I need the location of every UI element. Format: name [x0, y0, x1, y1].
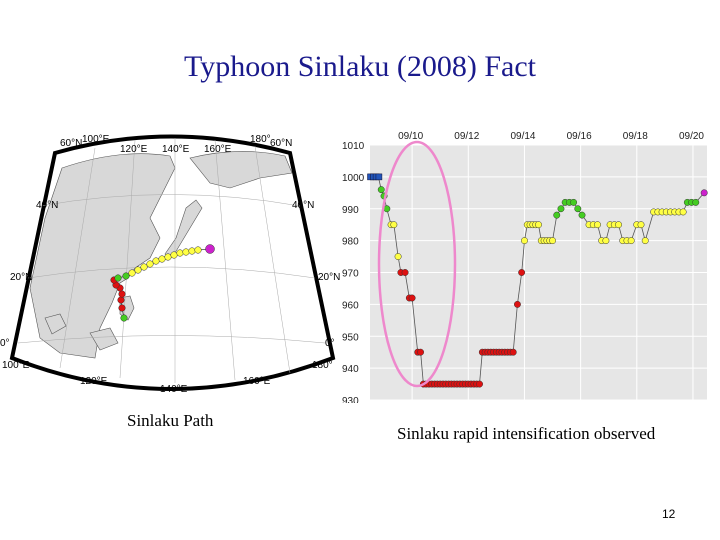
- y-tick-label: 990: [342, 205, 359, 216]
- data-point: [641, 237, 649, 245]
- data-point: [570, 198, 578, 206]
- x-tick-label: 09/18: [623, 131, 648, 142]
- track-point: [140, 263, 148, 271]
- map-label-right-40: 40°N: [292, 200, 314, 211]
- page-number: 12: [662, 507, 676, 521]
- map-label-left-0: 0°: [0, 338, 10, 349]
- map-label-top-4: 160°E: [204, 144, 232, 155]
- track-point: [194, 246, 202, 254]
- x-axis-ticks: 09/10 09/12 09/14 09/16 09/18 09/20: [398, 131, 704, 142]
- data-point: [535, 221, 542, 229]
- data-point: [679, 208, 687, 216]
- chart-caption: Sinlaku rapid intensification observed: [397, 424, 656, 443]
- data-point: [549, 237, 556, 245]
- data-point: [627, 237, 635, 245]
- map-label-top-2: 120°E: [120, 144, 148, 155]
- map-label-left-20: 20°N: [10, 272, 32, 283]
- track-point: [128, 269, 136, 277]
- y-tick-label: 940: [342, 364, 359, 375]
- highlight-ellipse: [377, 140, 457, 388]
- data-point: [602, 237, 610, 245]
- data-point: [401, 269, 409, 276]
- y-tick-label: 930: [342, 396, 359, 403]
- data-point: [594, 221, 601, 229]
- track-point: [170, 251, 178, 259]
- data-point: [476, 380, 483, 388]
- x-tick-label: 09/10: [398, 131, 423, 142]
- track-point: [134, 266, 142, 274]
- map-label-right-60: 60°N: [270, 138, 292, 149]
- y-tick-label: 950: [342, 332, 359, 343]
- storm-track: [110, 244, 215, 322]
- data-point: [408, 294, 416, 302]
- map-label-bottom-1: 100°E: [2, 360, 30, 371]
- data-point: [417, 348, 425, 356]
- data-point: [377, 186, 385, 194]
- land-east: [189, 151, 293, 189]
- track-point: [120, 314, 128, 322]
- y-tick-label: 980: [342, 237, 359, 248]
- track-point: [118, 304, 126, 312]
- data-point: [375, 173, 383, 181]
- track-point: [164, 253, 172, 261]
- track-point: [118, 290, 126, 298]
- track-point: [182, 248, 190, 256]
- y-tick-label: 960: [342, 300, 359, 311]
- land-asia: [29, 153, 176, 359]
- data-point: [553, 211, 561, 219]
- data-point: [521, 237, 528, 245]
- map-label-top-3: 140°E: [162, 144, 190, 155]
- data-point: [692, 198, 700, 206]
- map-label-left-60: 60°N: [60, 138, 82, 149]
- track-point: [146, 260, 154, 268]
- data-point: [509, 348, 517, 356]
- slide-title: Typhoon Sinlaku (2008) Fact: [183, 50, 537, 83]
- data-point: [518, 269, 526, 276]
- y-axis-ticks: 1010 1000 990 980 970 960 950 940 930: [342, 141, 365, 403]
- x-tick-label: 09/20: [679, 131, 704, 142]
- y-tick-label: 1000: [342, 173, 365, 184]
- map-label-bottom-3: 140°E: [160, 384, 188, 395]
- y-tick-label: 970: [342, 269, 359, 280]
- graticule: [17, 138, 326, 383]
- map-caption: Sinlaku Path: [127, 411, 214, 430]
- map-label-bottom-4: 160°E: [243, 376, 271, 387]
- data-point: [700, 189, 708, 197]
- pressure-chart: 1010 1000 990 980 970 960 950 940 930 09/10 09/12…: [342, 131, 708, 403]
- track-point: [158, 255, 166, 263]
- data-point: [513, 300, 521, 308]
- x-tick-label: 09/12: [454, 131, 479, 142]
- chart-grid: [370, 144, 707, 401]
- map-label-right-0: 0°: [325, 338, 335, 349]
- x-tick-label: 09/14: [510, 131, 535, 142]
- map-label-right-20: 20°N: [318, 272, 340, 283]
- data-point: [615, 221, 622, 229]
- track-point: [114, 274, 122, 282]
- map-label-top-5: 180°: [250, 134, 271, 145]
- track-point: [205, 244, 215, 254]
- map-label-left-40: 40°N: [36, 200, 58, 211]
- track-point: [122, 272, 130, 280]
- y-tick-label: 1010: [342, 141, 365, 152]
- map-label-bottom-2: 120°E: [80, 376, 108, 387]
- data-point: [637, 221, 645, 229]
- track-point: [188, 247, 196, 255]
- x-tick-label: 09/16: [567, 131, 592, 142]
- data-point: [578, 211, 586, 219]
- map-labels: 100°E 120°E 140°E 160°E 180° 60°N 40°N 2…: [0, 134, 340, 395]
- track-point: [152, 257, 160, 265]
- data-point: [557, 205, 565, 213]
- data-point: [394, 253, 402, 261]
- data-point: [574, 205, 582, 213]
- track-map: 100°E 120°E 140°E 160°E 180° 60°N 40°N 2…: [0, 134, 340, 395]
- map-label-bottom-5: 180°: [312, 360, 333, 371]
- track-point: [176, 249, 184, 257]
- data-point: [390, 221, 398, 229]
- map-label-top-1: 100°E: [82, 134, 110, 145]
- track-point: [117, 296, 125, 304]
